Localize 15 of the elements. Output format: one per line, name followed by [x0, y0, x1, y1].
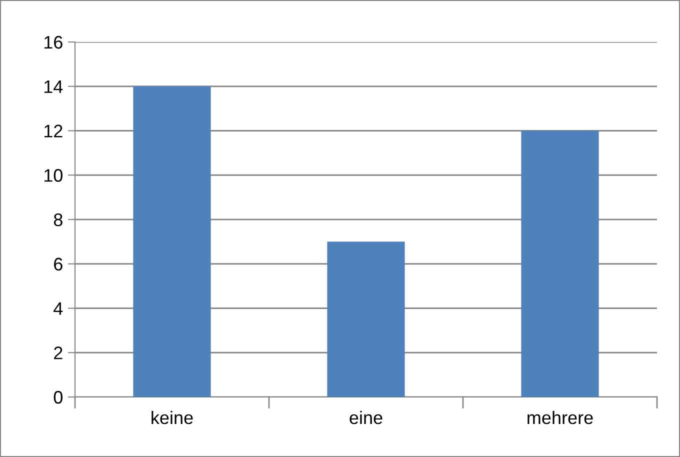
y-tick-label: 0 [54, 390, 62, 404]
bar [521, 130, 599, 397]
y-tick-label: 16 [44, 36, 62, 49]
y-tick-label: 2 [54, 346, 62, 360]
y-tick-label: 12 [44, 124, 62, 138]
y-tick-label: 14 [44, 80, 63, 93]
bar [133, 86, 211, 397]
y-tick-label: 8 [54, 213, 62, 226]
y-tick-label: 10 [44, 169, 62, 182]
x-tick-label: mehrere [528, 410, 593, 424]
y-tick-label: 6 [54, 258, 62, 271]
x-tick-label: keine [152, 410, 193, 424]
y-tick-label: 4 [54, 302, 63, 315]
bar [327, 242, 405, 397]
x-tick-label: eine [350, 410, 382, 424]
